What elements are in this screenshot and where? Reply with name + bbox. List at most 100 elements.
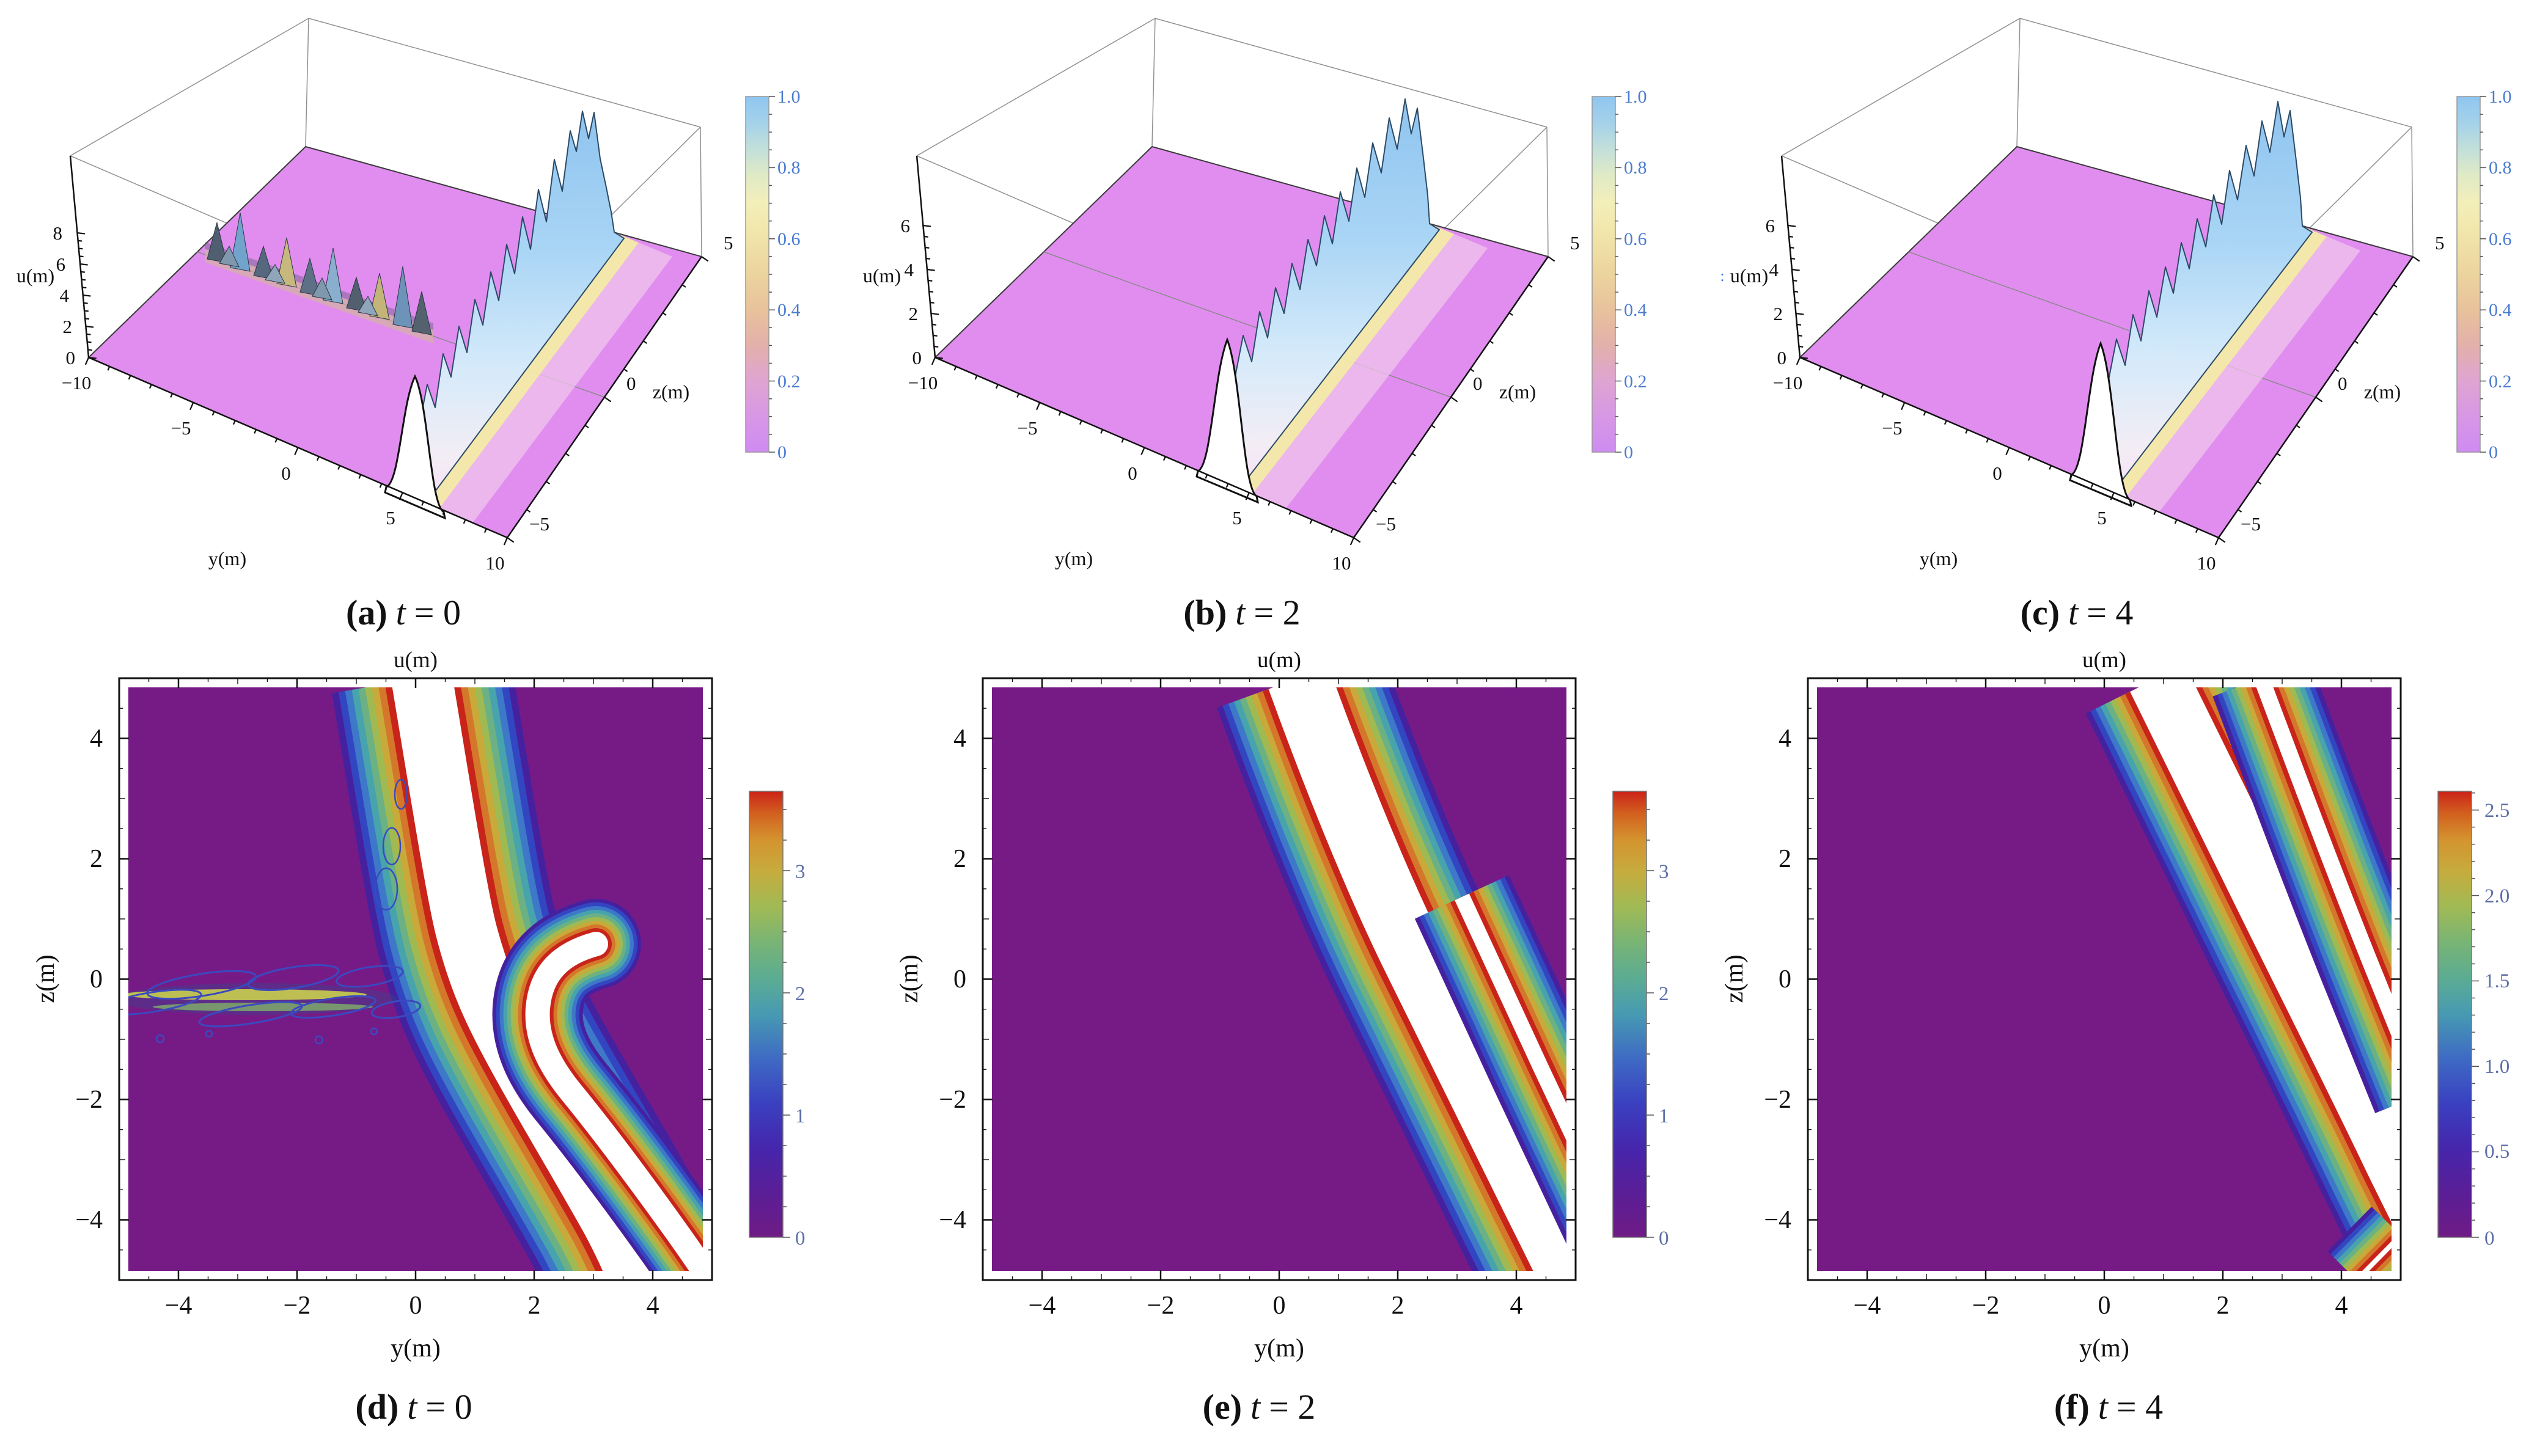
- oscillatory-streaks: [128, 778, 422, 1045]
- x-tick: −2: [284, 1292, 311, 1320]
- colorbar-tick: 0: [795, 1227, 806, 1249]
- colorbar-tick: 2.0: [2484, 885, 2509, 907]
- panel-contour-t0: u(m) −4 −2 0 2 4 y(m) 4 2 0 −2 −4 z(m) 3…: [32, 648, 806, 1363]
- colorbar-ticks: [783, 809, 790, 1238]
- x-axis-label: y(m): [1254, 1334, 1304, 1363]
- y-axis-label: z(m): [32, 954, 60, 1003]
- z-axis-label: z(m): [2364, 381, 2401, 403]
- y-tick: 2: [953, 845, 966, 873]
- frame-ticks: [119, 678, 712, 1280]
- colorbar-tick: 0.2: [2489, 371, 2512, 392]
- z-tick: 0: [1473, 373, 1483, 394]
- y-axis-label: z(m): [1720, 954, 1749, 1003]
- u-tick: 0: [1777, 347, 1787, 368]
- x-tick: 0: [409, 1292, 422, 1320]
- panel-3d-t0: u(m) 0 2 4 6 8 −10 −5 0 5 10 y(m) −5 0 5…: [17, 18, 801, 574]
- u-tick: 6: [56, 254, 66, 275]
- y-tick: 2: [90, 845, 103, 873]
- y-tick: 4: [90, 725, 103, 753]
- y-tick: 4: [1779, 725, 1791, 753]
- z-tick: 0: [626, 373, 636, 394]
- colorbar-tick: 0.6: [777, 229, 801, 249]
- colorbar-gradient: [2437, 791, 2472, 1238]
- soliton-band-corner-tip: [2357, 1235, 2401, 1280]
- u-tick: 6: [1766, 215, 1775, 236]
- y-axis-label: z(m): [895, 954, 923, 1003]
- colorbar-tick: 0: [1659, 1227, 1669, 1249]
- y-tick: 0: [1779, 965, 1791, 993]
- colorbar-ticks: [1647, 809, 1654, 1238]
- y-tick: 5: [386, 507, 395, 529]
- caption-e: (e) t = 2: [1203, 1387, 1316, 1427]
- y-tick: 0: [1992, 463, 2002, 484]
- x-tick: −4: [1029, 1292, 1056, 1320]
- u-axis-label: u(m): [1730, 265, 1768, 287]
- colorbar-tick: 1.5: [2484, 970, 2509, 992]
- y-tick: −5: [171, 417, 191, 439]
- colorbar-tick: 1.0: [777, 87, 801, 107]
- caption-c: (c) t = 4: [2021, 593, 2134, 632]
- x-tick: 2: [528, 1292, 541, 1320]
- caption-f: (f) t = 4: [2054, 1387, 2163, 1427]
- colorbar-tick: 0.6: [2489, 229, 2512, 249]
- colorbar-tick: 0.2: [777, 371, 801, 392]
- colorbar-tick: 0: [2484, 1227, 2495, 1249]
- y-tick: −10: [62, 372, 91, 393]
- z-tick: 0: [2338, 373, 2348, 394]
- colorbar-tick: 0.5: [2484, 1141, 2509, 1163]
- plot-title: u(m): [2082, 648, 2126, 673]
- axis-ticks: [1788, 224, 2420, 546]
- x-tick: 0: [1273, 1292, 1286, 1320]
- y-tick: 2: [1779, 845, 1791, 873]
- y-tick: 10: [1332, 552, 1351, 574]
- x-tick: 4: [2335, 1292, 2348, 1320]
- u-label-prefix-mark: :: [1720, 267, 1724, 285]
- colorbar-tick: 1.0: [1624, 87, 1647, 107]
- u-tick: 2: [1774, 303, 1783, 324]
- colorbar-gradient: [749, 791, 784, 1238]
- x-tick: −2: [1147, 1292, 1175, 1320]
- caption-b: (b) t = 2: [1183, 593, 1300, 632]
- x-tick: 0: [2098, 1292, 2111, 1320]
- colorbar-tick: 3: [1659, 861, 1669, 883]
- x-tick: −4: [165, 1292, 193, 1320]
- frame-ticks: [983, 678, 1576, 1280]
- colorbar-tick: 0.6: [1624, 229, 1647, 249]
- y-tick: −2: [1764, 1086, 1791, 1114]
- x-axis-label: y(m): [391, 1334, 441, 1363]
- colorbar-tick: 0.4: [2489, 300, 2512, 320]
- y-tick: 4: [953, 725, 966, 753]
- z-tick: 5: [2435, 232, 2445, 254]
- surface-features: [205, 111, 672, 522]
- u-tick: 4: [1769, 259, 1779, 280]
- y-tick: −10: [1773, 372, 1802, 393]
- u-tick: 0: [912, 347, 922, 368]
- colorbar-ticks: [1615, 96, 1621, 453]
- axis-ticks: [923, 224, 1555, 546]
- y-tick: −10: [908, 372, 938, 393]
- plot-title: u(m): [1257, 648, 1301, 673]
- panel-3d-t4: : u(m) 0 2 4 6 −10 −5 0 5 10 y(m) −5 0 5…: [1720, 18, 2512, 574]
- z-tick: 5: [724, 232, 733, 254]
- colorbar-ticks: [2480, 96, 2486, 453]
- y-tick: −4: [1764, 1206, 1791, 1234]
- colorbar-tick: 1: [1659, 1105, 1669, 1127]
- y-tick: 5: [1232, 507, 1242, 529]
- colorbar-gradient: [1612, 791, 1647, 1238]
- y-tick: −2: [75, 1086, 103, 1114]
- x-tick: −2: [1972, 1292, 2000, 1320]
- box-right-edge: [2411, 126, 2414, 257]
- u-axis-label: u(m): [863, 265, 901, 287]
- surface-features: [1227, 98, 1488, 509]
- u-tick: 0: [66, 347, 76, 368]
- soliton-front-bell: [384, 374, 447, 520]
- u-tick: 2: [909, 303, 919, 324]
- u-tick: 4: [905, 259, 914, 280]
- panel-contour-t4: u(m) −4 −2 0 2 4 y(m) 4 2 0 −2 −4 z(m) 2…: [1720, 648, 2509, 1363]
- y-tick: −4: [75, 1206, 103, 1234]
- axis-ticks: [76, 232, 709, 546]
- z-tick: −5: [529, 513, 549, 535]
- colorbar-gradient: [745, 96, 769, 453]
- x-axis-label: y(m): [2079, 1334, 2129, 1363]
